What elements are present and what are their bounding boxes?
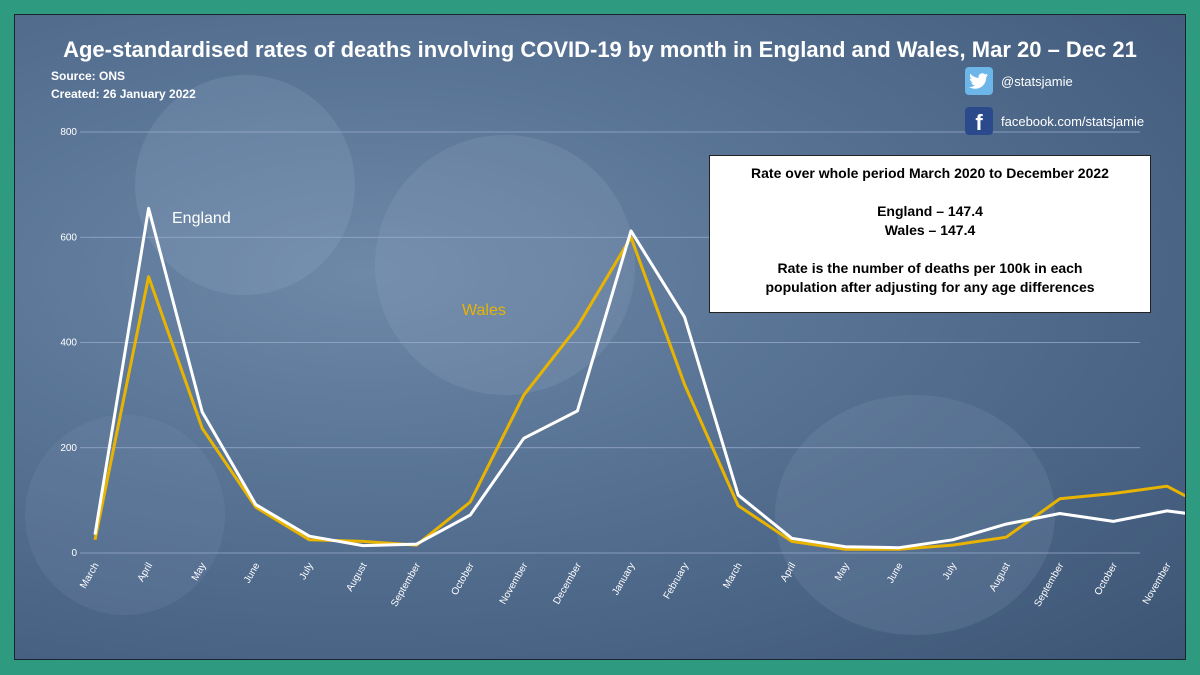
y-tick-label: 400 bbox=[60, 338, 77, 349]
x-axis: March April May June July August September Octo… bbox=[78, 560, 1174, 608]
x-tick-label: September bbox=[1032, 560, 1066, 608]
x-tick-label: May bbox=[833, 561, 852, 583]
info-definition-1: Rate is the number of deaths per 100k in… bbox=[777, 260, 1083, 276]
x-tick-label: March bbox=[721, 561, 744, 591]
info-definition-2: population after adjusting for any age d… bbox=[765, 279, 1095, 295]
chart-frame: 0 200 400 600 800 March April May June July Augus… bbox=[14, 14, 1186, 660]
x-tick-label: October bbox=[449, 560, 477, 597]
x-tick-label: April bbox=[779, 561, 799, 584]
facebook-icon: f bbox=[965, 107, 993, 135]
series-lines bbox=[93, 206, 1185, 551]
info-period: Rate over whole period March 2020 to Dec… bbox=[751, 165, 1109, 181]
virus-decoration bbox=[135, 75, 355, 295]
x-tick-label: November bbox=[498, 560, 531, 606]
x-tick-label: January bbox=[610, 561, 637, 597]
info-box: Rate over whole period March 2020 to Dec… bbox=[709, 155, 1151, 313]
x-tick-label: November bbox=[1141, 560, 1174, 606]
wales-label: Wales bbox=[462, 302, 506, 319]
x-tick-label: September bbox=[389, 560, 423, 608]
twitter-handle-text: @statsjamie bbox=[1001, 73, 1073, 89]
y-tick-label: 600 bbox=[60, 232, 77, 243]
x-tick-label: August bbox=[345, 561, 370, 594]
chart-title: Age-standardised rates of deaths involvi… bbox=[63, 37, 1137, 62]
info-england-rate: England – 147.4 bbox=[877, 203, 983, 219]
info-wales-rate: Wales – 147.4 bbox=[884, 222, 976, 238]
y-tick-label: 800 bbox=[60, 127, 77, 138]
grid-lines bbox=[80, 131, 1140, 554]
x-tick-label: July bbox=[298, 561, 316, 582]
x-tick-label: April bbox=[136, 561, 156, 584]
line-chart: 0 200 400 600 800 March April May June July Augus… bbox=[60, 127, 1185, 609]
facebook-page[interactable]: f facebook.com/statsjamie bbox=[965, 107, 1144, 135]
x-tick-label: December bbox=[551, 560, 584, 606]
virus-decoration bbox=[375, 135, 635, 395]
virus-decoration bbox=[775, 395, 1055, 635]
x-tick-label: July bbox=[941, 561, 959, 582]
y-axis: 0 200 400 600 800 bbox=[60, 127, 77, 559]
x-tick-label: October bbox=[1093, 560, 1121, 597]
y-tick-label: 200 bbox=[60, 443, 77, 454]
facebook-page-text: facebook.com/statsjamie bbox=[1001, 113, 1145, 129]
x-tick-label: June bbox=[242, 561, 263, 586]
x-tick-label: June bbox=[885, 561, 906, 586]
england-series-line bbox=[93, 206, 1185, 550]
x-tick-label: August bbox=[988, 561, 1013, 594]
x-tick-label: February bbox=[662, 561, 692, 601]
england-label: England bbox=[172, 210, 231, 227]
source-label: Source: ONS bbox=[51, 69, 126, 83]
y-tick-label: 0 bbox=[71, 548, 77, 559]
x-tick-label: May bbox=[190, 561, 209, 583]
x-tick-label: March bbox=[78, 561, 101, 591]
twitter-handle[interactable]: @statsjamie bbox=[965, 67, 1073, 95]
created-label: Created: 26 January 2022 bbox=[51, 87, 196, 101]
twitter-icon bbox=[965, 67, 993, 95]
virus-decoration bbox=[25, 415, 225, 615]
